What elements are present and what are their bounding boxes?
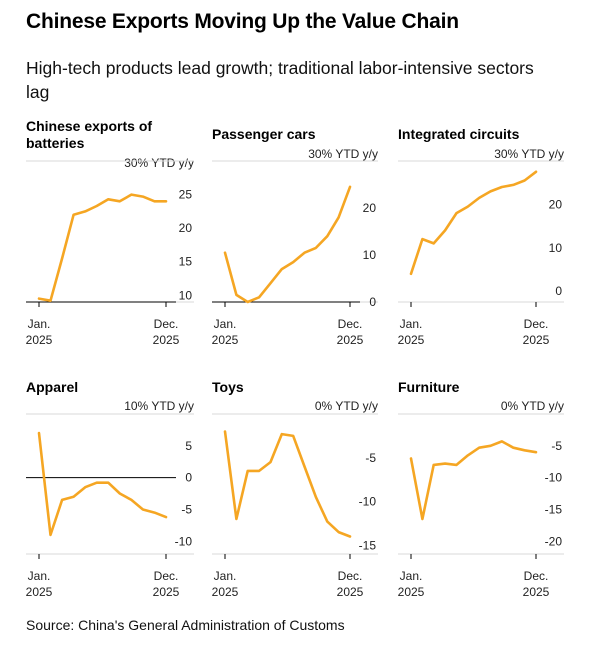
x-tick-label: Dec.	[338, 317, 363, 331]
y-tick-label: 15	[179, 255, 193, 269]
y-tick-label: -20	[545, 534, 563, 548]
x-tick-label: Dec.	[524, 317, 549, 331]
y-tick-label: -15	[359, 538, 377, 552]
x-tick-label-year: 2025	[337, 333, 364, 347]
series-line-toys	[223, 430, 352, 538]
panel-unit-apparel: 10% YTD y/y	[124, 399, 194, 413]
page-subtitle: High-tech products lead growth; traditio…	[26, 58, 534, 102]
y-tick-label: 0	[369, 295, 376, 309]
x-tick-label: Jan.	[214, 569, 237, 583]
x-tick-label-year: 2025	[212, 585, 239, 599]
y-tick-label: 5	[185, 439, 192, 453]
chart-panel-integrated-circuits: 0 10 20 Jan. 2025 Dec. 2025	[398, 160, 564, 347]
y-tick-label: -5	[365, 451, 376, 465]
y-tick-label: 10	[363, 248, 377, 262]
y-tick-label: -5	[551, 439, 562, 453]
y-tick-label: -5	[181, 502, 192, 516]
panel-unit-batteries: 30% YTD y/y	[124, 156, 194, 170]
x-tick-label-year: 2025	[153, 333, 180, 347]
chart-panel-toys: -15 -10 -5 Jan. 2025 Dec. 2025	[212, 413, 378, 599]
panel-title-apparel: Apparel	[26, 379, 79, 395]
y-tick-label: 0	[185, 471, 192, 485]
x-tick-label-year: 2025	[523, 585, 550, 599]
chart-panel-furniture: -20 -15 -10 -5 Jan. 2025 Dec. 2025	[398, 413, 564, 599]
x-tick-label: Jan.	[28, 317, 51, 331]
series-line-batteries	[37, 193, 168, 303]
x-tick-label-year: 2025	[212, 333, 239, 347]
y-tick-label: 20	[549, 197, 563, 211]
x-tick-label-year: 2025	[26, 333, 53, 347]
y-tick-label: -10	[359, 495, 377, 509]
source-note: Source: China's General Administration o…	[26, 617, 345, 633]
x-tick-label: Dec.	[338, 569, 363, 583]
y-tick-label: -10	[545, 471, 563, 485]
panel-unit-integrated-circuits: 30% YTD y/y	[494, 147, 564, 161]
x-tick-label: Dec.	[524, 569, 549, 583]
y-tick-label: 25	[179, 188, 193, 202]
x-tick-label: Dec.	[154, 317, 179, 331]
y-tick-label: 20	[363, 201, 377, 215]
x-tick-label-year: 2025	[398, 333, 425, 347]
panel-unit-passenger-cars: 30% YTD y/y	[308, 147, 378, 161]
x-tick-label-year: 2025	[26, 585, 53, 599]
panel-title-batteries: Chinese exports of batteries	[26, 118, 153, 151]
y-tick-label: 0	[555, 284, 562, 298]
y-tick-label: 10	[179, 288, 193, 302]
x-tick-label: Jan.	[28, 569, 51, 583]
y-tick-label: 20	[179, 221, 193, 235]
panel-title-integrated-circuits: Integrated circuits	[398, 126, 520, 142]
x-tick-label-year: 2025	[153, 585, 180, 599]
panel-title-furniture: Furniture	[398, 379, 460, 395]
y-tick-label: 10	[549, 241, 563, 255]
y-tick-label: -10	[175, 534, 193, 548]
series-line-passenger-cars	[223, 185, 352, 304]
x-tick-label-year: 2025	[398, 585, 425, 599]
chart-panel-apparel: -10 -5 0 5 Jan. 2025 Dec. 2025	[26, 413, 194, 599]
page-title: Chinese Exports Moving Up the Value Chai…	[26, 10, 459, 33]
panel-title-toys: Toys	[212, 379, 244, 395]
series-line-integrated-circuits	[409, 170, 538, 276]
x-tick-label: Jan.	[400, 317, 423, 331]
x-tick-label: Jan.	[400, 569, 423, 583]
x-tick-label-year: 2025	[523, 333, 550, 347]
x-tick-label: Dec.	[154, 569, 179, 583]
x-tick-label: Jan.	[214, 317, 237, 331]
chart-panel-passenger-cars: 0 10 20 Jan. 2025 Dec. 2025	[212, 160, 378, 347]
y-tick-label: -15	[545, 502, 563, 516]
series-line-apparel	[37, 431, 168, 537]
panel-unit-furniture: 0% YTD y/y	[500, 399, 564, 413]
x-tick-label-year: 2025	[337, 585, 364, 599]
series-line-furniture	[409, 440, 538, 521]
panel-unit-toys: 0% YTD y/y	[314, 399, 378, 413]
panel-title-passenger-cars: Passenger cars	[212, 126, 316, 142]
